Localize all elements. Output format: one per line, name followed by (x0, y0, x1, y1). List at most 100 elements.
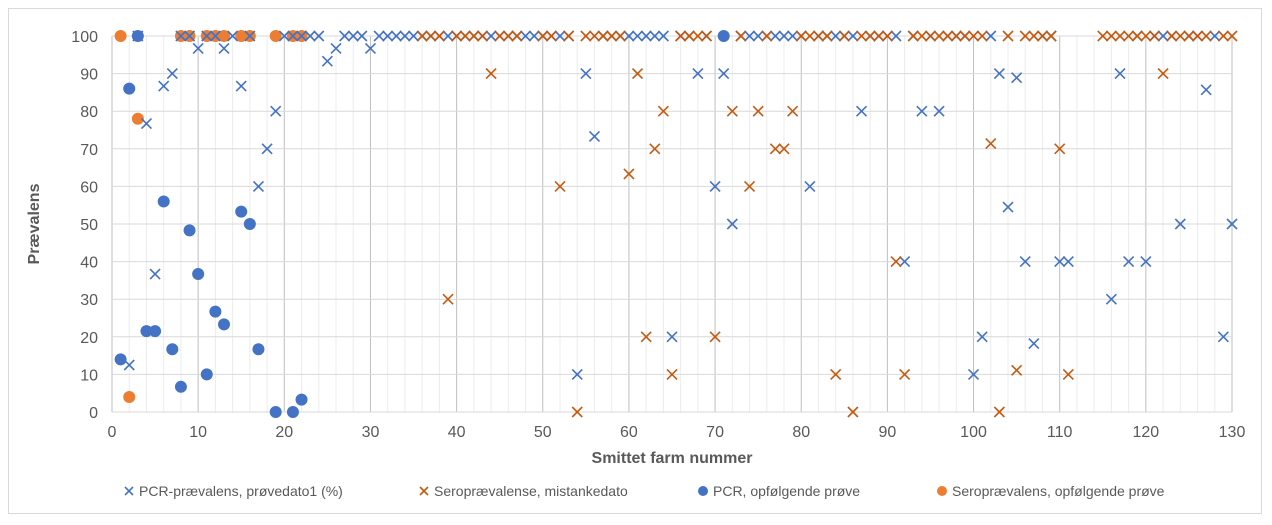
sero-point (1191, 30, 1204, 42)
sero-point (1036, 30, 1049, 42)
pcr-point (158, 80, 170, 92)
sero-point (1105, 30, 1117, 42)
sero-point (976, 30, 988, 42)
sero-followup-point (114, 30, 127, 42)
sero-point (649, 143, 661, 155)
pcr-point (640, 30, 652, 42)
pcr-point (993, 68, 1005, 80)
sero-point (1140, 30, 1152, 42)
y-tick-label: 100 (71, 29, 98, 46)
x-tick-label: 10 (189, 424, 207, 441)
pcr-point (1028, 338, 1040, 350)
pcr-point (743, 30, 756, 42)
sero-point (864, 30, 876, 42)
legend-label: PCR, opfølgende prøve (713, 483, 860, 499)
sero-point (821, 30, 833, 42)
sero-followup-point (131, 112, 144, 125)
pcr-followup-point (209, 305, 222, 318)
pcr-point (166, 68, 178, 80)
pcr-point (976, 331, 988, 343)
sero-point (640, 331, 652, 343)
sero-point (950, 30, 962, 42)
sero-point (838, 30, 850, 42)
sero-point (1217, 30, 1229, 42)
pcr-followup-point (269, 406, 282, 418)
pcr-point (890, 30, 902, 42)
pcr-point (1062, 256, 1074, 268)
sero-point (666, 368, 678, 380)
sero-point (580, 30, 592, 42)
pcr-followup-point (174, 380, 187, 393)
pcr-point (649, 30, 661, 42)
pcr-point (149, 268, 161, 280)
sero-point (614, 30, 626, 42)
x-tick-label: 90 (878, 424, 896, 441)
sero-point (942, 30, 954, 42)
sero-point (933, 30, 945, 42)
sero-point (726, 105, 738, 117)
sero-point (545, 30, 557, 42)
sero-point (700, 30, 713, 42)
x-tick-label: 30 (362, 424, 380, 441)
sero-point (752, 105, 764, 117)
sero-point (1054, 143, 1066, 155)
sero-point (451, 30, 463, 42)
sero-point (855, 30, 868, 42)
sero-point (830, 368, 842, 380)
pcr-point (804, 180, 816, 192)
pcr-followup-point (235, 205, 248, 218)
pcr-point (571, 368, 583, 380)
pcr-point (666, 331, 678, 343)
sero-point (881, 30, 893, 42)
sero-point (571, 406, 583, 418)
sero-point (847, 406, 859, 418)
sero-point (476, 30, 489, 42)
sero-point (1226, 30, 1238, 42)
pcr-point (140, 118, 153, 130)
pcr-point (270, 105, 282, 117)
sero-point (675, 30, 687, 42)
sero-followup-point (123, 390, 136, 403)
x-tick-label: 100 (960, 424, 987, 441)
sero-point (985, 137, 997, 150)
pcr-point (132, 30, 144, 42)
pcr-point (347, 30, 359, 42)
x-tick-label: 20 (275, 424, 293, 441)
legend-marker (124, 486, 134, 496)
x-tick-label: 0 (108, 424, 117, 441)
pcr-point (588, 130, 601, 142)
pcr-point (787, 30, 799, 42)
gridlines (111, 35, 1233, 413)
sero-point (1097, 30, 1109, 42)
pcr-point (830, 30, 842, 42)
sero-point (795, 30, 807, 42)
sero-point (683, 30, 695, 42)
pcr-point (967, 368, 980, 380)
legend-label: Seroprævalens, opfølgende prøve (952, 483, 1165, 499)
pcr-followup-point (114, 353, 127, 366)
pcr-point (373, 30, 385, 42)
pcr-point (192, 42, 204, 54)
sero-point (494, 30, 506, 42)
pcr-point (528, 30, 540, 42)
sero-point (606, 30, 618, 42)
sero-point (597, 30, 609, 42)
legend-label: PCR-prævalens, prøvedato1 (%) (139, 483, 343, 499)
y-tick-label: 20 (80, 330, 98, 347)
y-tick-label: 50 (80, 217, 98, 234)
sero-point (1045, 30, 1057, 42)
pcr-followup-point (149, 325, 162, 338)
x-tick-label: 60 (620, 424, 638, 441)
pcr-point (916, 105, 928, 117)
x-tick-label: 130 (1219, 424, 1246, 441)
pcr-point (330, 42, 342, 54)
pcr-followup-point (295, 393, 308, 406)
sero-point (657, 105, 669, 117)
sero-point (1157, 68, 1169, 80)
pcr-point (933, 105, 945, 117)
pcr-point (175, 30, 187, 42)
y-tick-label: 80 (80, 104, 98, 121)
pcr-point (485, 30, 497, 42)
x-tick-label: 110 (1047, 424, 1073, 441)
pcr-point (1054, 256, 1066, 268)
